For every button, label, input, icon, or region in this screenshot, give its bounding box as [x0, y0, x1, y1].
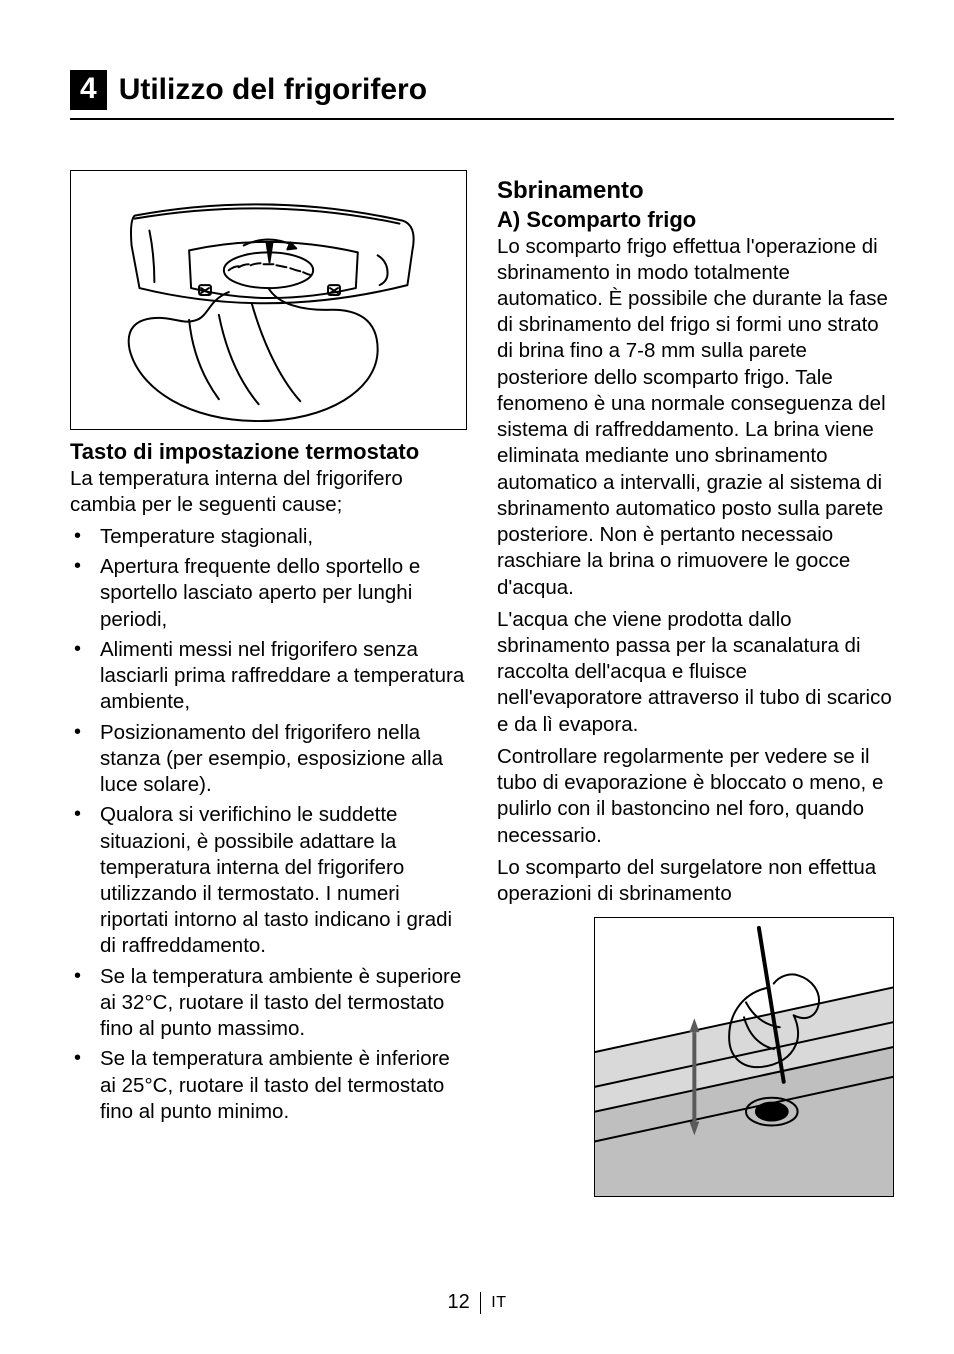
- drain-cleaning-figure: [594, 917, 894, 1197]
- left-heading: Tasto di impostazione termostato: [70, 438, 467, 466]
- page-number: 12: [448, 1291, 470, 1314]
- page-footer: 12 IT: [0, 1291, 954, 1314]
- list-item: Posizionamento del frigorifero nella sta…: [70, 720, 467, 799]
- left-column: Tasto di impostazione termostato La temp…: [70, 170, 467, 1197]
- chapter-rule: [70, 118, 894, 120]
- two-column-layout: Tasto di impostazione termostato La temp…: [70, 170, 894, 1197]
- right-p1: Lo scomparto frigo effettua l'operazione…: [497, 234, 894, 601]
- right-p4: Lo scomparto del surgelatore non effettu…: [497, 855, 894, 907]
- list-item: Apertura frequente dello sportello e spo…: [70, 554, 467, 633]
- right-heading-2: A) Scomparto frigo: [497, 206, 894, 234]
- chapter-title: Utilizzo del frigorifero: [119, 73, 427, 107]
- footer-divider: [480, 1292, 482, 1314]
- list-item: Se la temperatura ambiente è inferiore a…: [70, 1046, 467, 1125]
- right-column: Sbrinamento A) Scomparto frigo Lo scompa…: [497, 170, 894, 1197]
- right-p2: L'acqua che viene prodotta dallo sbrinam…: [497, 607, 894, 738]
- page-language: IT: [491, 1294, 506, 1312]
- list-item: Alimenti messi nel frigorifero senza las…: [70, 637, 467, 716]
- list-item: Qualora si verifichino le suddette situa…: [70, 802, 467, 959]
- thermostat-dial-figure: [70, 170, 467, 430]
- drain-cleaning-icon: [595, 918, 893, 1196]
- list-item: Se la temperatura ambiente è superiore a…: [70, 964, 467, 1043]
- right-p3: Controllare regolarmente per vedere se i…: [497, 744, 894, 849]
- chapter-header: 4 Utilizzo del frigorifero: [70, 70, 894, 110]
- list-item: Temperature stagionali,: [70, 524, 467, 550]
- thermostat-dial-icon: [71, 171, 466, 429]
- left-bullet-list: Temperature stagionali, Apertura frequen…: [70, 524, 467, 1125]
- chapter-number: 4: [70, 70, 107, 110]
- right-heading-1: Sbrinamento: [497, 176, 894, 206]
- left-intro: La temperatura interna del frigorifero c…: [70, 466, 467, 518]
